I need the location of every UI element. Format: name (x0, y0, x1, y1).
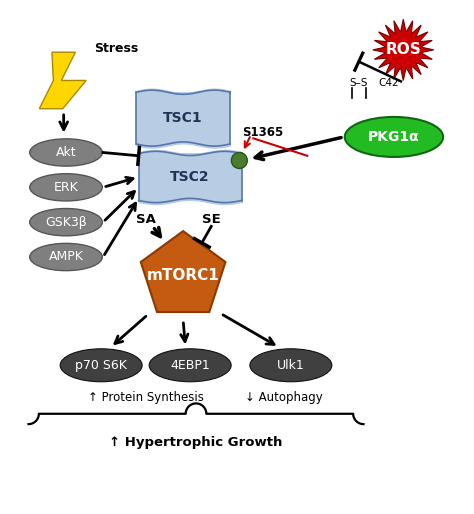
Polygon shape (373, 19, 434, 81)
FancyBboxPatch shape (137, 92, 230, 144)
Ellipse shape (345, 117, 443, 157)
Text: PKG1α: PKG1α (368, 130, 420, 144)
FancyBboxPatch shape (138, 153, 242, 200)
Text: ↑ Hypertrophic Growth: ↑ Hypertrophic Growth (109, 436, 283, 449)
Ellipse shape (60, 349, 142, 382)
Ellipse shape (30, 209, 102, 236)
Circle shape (231, 153, 247, 169)
Text: S–S: S–S (349, 78, 368, 88)
Ellipse shape (30, 139, 102, 166)
Text: ERK: ERK (54, 181, 78, 194)
Ellipse shape (149, 349, 231, 382)
Text: TSC2: TSC2 (170, 170, 210, 184)
Text: Stress: Stress (94, 43, 138, 56)
Text: C42: C42 (378, 78, 399, 88)
Text: ↓ Autophagy: ↓ Autophagy (245, 391, 323, 404)
Text: ROS: ROS (385, 42, 421, 58)
Polygon shape (39, 52, 86, 108)
Text: Akt: Akt (56, 146, 76, 159)
Text: SA: SA (136, 213, 155, 226)
Text: GSK3β: GSK3β (45, 216, 87, 229)
Text: p70 S6K: p70 S6K (75, 359, 127, 372)
Text: ↑ Protein Synthesis: ↑ Protein Synthesis (88, 391, 204, 404)
Text: Ulk1: Ulk1 (277, 359, 305, 372)
Text: AMPK: AMPK (48, 250, 83, 264)
Text: TSC1: TSC1 (164, 111, 203, 125)
Text: SE: SE (202, 213, 220, 226)
Ellipse shape (30, 174, 102, 201)
Text: S1365: S1365 (242, 126, 283, 139)
Ellipse shape (30, 243, 102, 271)
Text: mTORC1: mTORC1 (147, 268, 219, 283)
Polygon shape (141, 231, 226, 312)
Text: 4EBP1: 4EBP1 (170, 359, 210, 372)
Ellipse shape (250, 349, 332, 382)
